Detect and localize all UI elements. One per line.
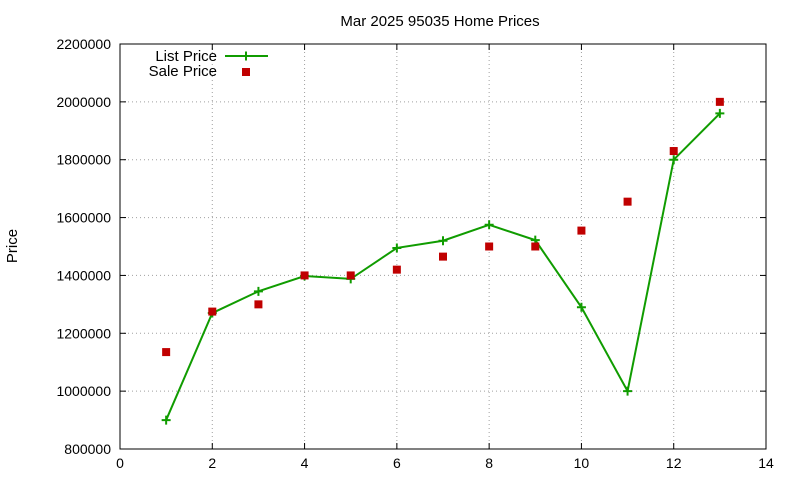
sale-price-point <box>254 300 263 309</box>
list-price-point <box>576 302 586 312</box>
axis-ticks: 0 2 4 6 8 10 12 14 800000 1000000 1200000 1400000 16… <box>56 36 774 471</box>
legend: List Price Sale Price <box>149 48 268 80</box>
x-tick-label: 12 <box>666 455 682 471</box>
legend-label-list-price: List Price <box>155 48 217 65</box>
chart-title: Mar 2025 95035 Home Prices <box>340 13 539 30</box>
sale-price-point <box>485 242 494 251</box>
x-tick-label: 2 <box>208 455 216 471</box>
y-tick-label: 1600000 <box>56 210 111 226</box>
list-price-point <box>623 386 633 396</box>
x-tick-label: 8 <box>485 455 493 471</box>
sale-price-point <box>208 307 217 316</box>
sale-price-point <box>531 242 540 251</box>
list-price-point <box>484 220 494 230</box>
y-tick-label: 1200000 <box>56 325 111 341</box>
x-tick-label: 4 <box>301 455 309 471</box>
list-price-point <box>669 155 679 165</box>
legend-label-sale-price: Sale Price <box>149 63 217 80</box>
sale-price-point <box>162 348 171 357</box>
sale-price-point <box>439 252 447 261</box>
list-price-point <box>253 286 263 296</box>
y-tick-label: 1000000 <box>56 383 111 399</box>
sale-price-point <box>300 271 309 280</box>
x-tick-label: 10 <box>574 455 590 471</box>
y-tick-label: 800000 <box>64 441 111 457</box>
plot-frame <box>119 43 767 450</box>
x-tick-label: 6 <box>393 455 401 471</box>
series-layer <box>161 97 725 425</box>
list-price-point <box>161 415 171 425</box>
y-tick-label: 1400000 <box>56 267 111 283</box>
legend-marker-list-price <box>241 51 251 61</box>
list-price-point <box>392 243 402 253</box>
list-price-point <box>438 236 448 246</box>
y-tick-label: 2200000 <box>56 36 111 52</box>
grid <box>120 44 766 449</box>
sale-price-point <box>346 271 355 280</box>
sale-price-point <box>577 226 586 235</box>
list-price-point <box>715 108 725 118</box>
sale-price-point <box>392 265 401 274</box>
x-tick-label: 0 <box>116 455 124 471</box>
sale-price-point <box>623 197 632 206</box>
x-tick-label: 14 <box>758 455 774 471</box>
y-tick-label: 2000000 <box>56 94 111 110</box>
y-axis-label: Price <box>4 229 21 263</box>
sale-price-point <box>669 147 678 156</box>
sale-price-point <box>715 97 724 106</box>
legend-marker-sale-price <box>242 68 250 76</box>
y-tick-label: 1800000 <box>56 152 111 168</box>
